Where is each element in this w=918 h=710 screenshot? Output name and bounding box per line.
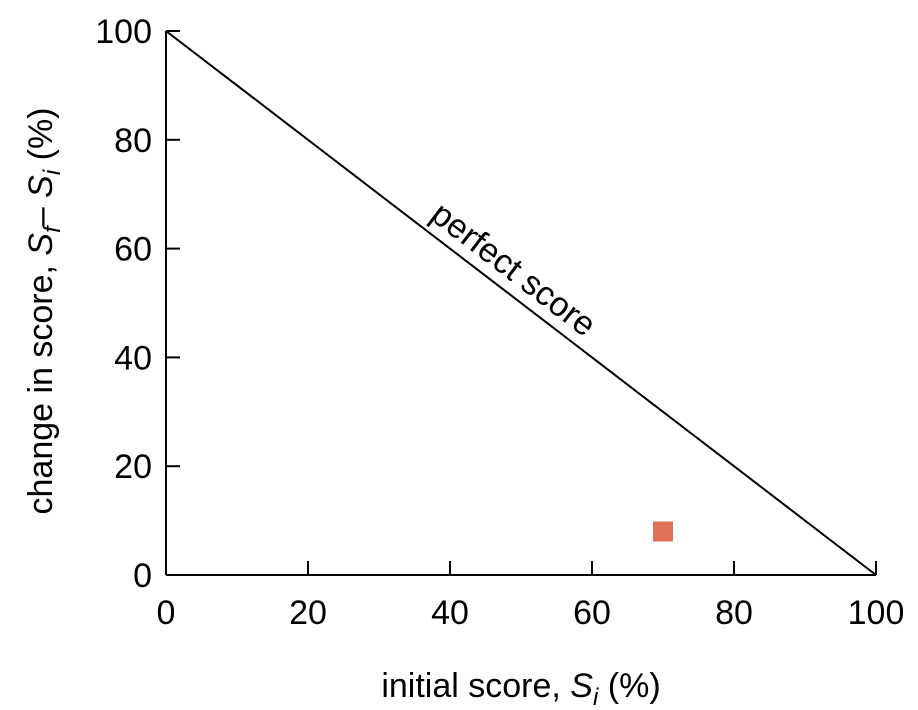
y-axis-ticks: 0 20 40 60 80 100: [95, 13, 180, 595]
data-points: [653, 521, 673, 542]
x-tick-label: 20: [289, 594, 327, 632]
x-tick-label: 80: [715, 594, 753, 632]
y-tick-label: 20: [114, 448, 152, 486]
y-title-var2: S: [22, 175, 60, 198]
y-title-sub1: f: [39, 224, 66, 233]
x-tick-label: 60: [573, 594, 611, 632]
y-axis-title: change in score, Sf– Si (%): [22, 107, 66, 514]
y-title-var1: S: [22, 233, 60, 256]
y-tick-label: 0: [133, 557, 152, 595]
y-title-minus: –: [22, 198, 60, 226]
x-axis-title: initial score, Si (%): [381, 667, 660, 710]
perfect-score-label: perfect score: [424, 195, 603, 345]
y-title-sub2: i: [39, 169, 66, 175]
data-point: [653, 521, 673, 542]
y-tick-label: 40: [114, 339, 152, 377]
x-title-sub: i: [593, 684, 599, 710]
y-title-prefix: change in score,: [22, 256, 60, 515]
y-tick-label: 80: [114, 122, 152, 160]
y-tick-label: 60: [114, 231, 152, 269]
y-title-suffix: (%): [22, 107, 60, 169]
x-title-var: S: [570, 667, 593, 705]
x-title-prefix: initial score,: [381, 667, 570, 705]
x-tick-label: 40: [431, 594, 469, 632]
x-tick-label: 0: [157, 594, 176, 632]
x-axis-ticks: 0 20 40 60 80 100: [157, 561, 905, 632]
y-tick-label: 100: [95, 13, 152, 51]
x-title-suffix: (%): [598, 667, 660, 705]
x-tick-label: 100: [848, 594, 905, 632]
perfect-score-line: [165, 30, 877, 576]
